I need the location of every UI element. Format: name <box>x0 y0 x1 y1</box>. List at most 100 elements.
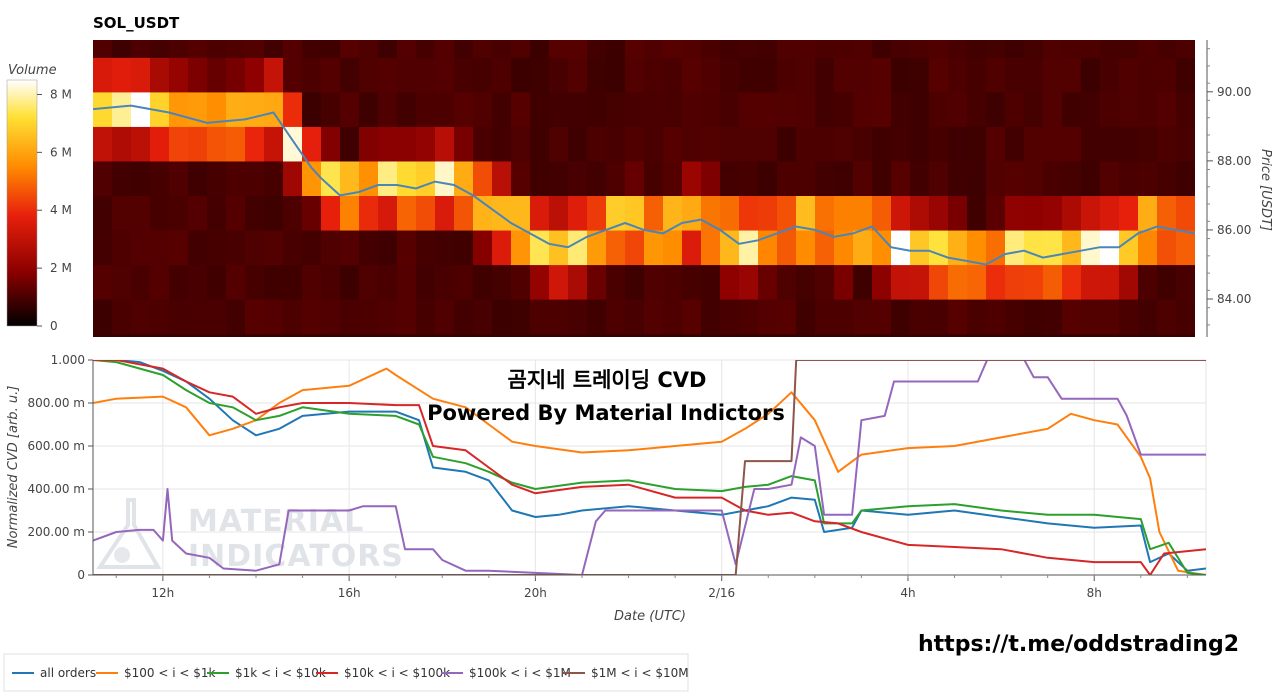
heatmap-cell <box>283 299 303 335</box>
heatmap-cell <box>815 264 835 300</box>
heatmap-cell <box>644 264 664 300</box>
heatmap-cell <box>986 91 1006 127</box>
heatmap-cell <box>967 40 987 58</box>
heatmap-cell <box>283 57 303 93</box>
heatmap-cell <box>93 229 113 266</box>
heatmap-cell <box>435 40 455 58</box>
heatmap-cell <box>948 126 968 162</box>
heatmap-cell <box>1138 160 1158 197</box>
heatmap-cell <box>568 195 588 231</box>
heatmap-cell <box>815 160 835 197</box>
heatmap-cell <box>150 195 170 231</box>
heatmap-cell <box>1024 126 1044 162</box>
heatmap-cell <box>473 299 493 335</box>
heatmap-cell <box>682 126 702 162</box>
heatmap-cell <box>1043 299 1063 335</box>
watermark-line-2: INDICATORS <box>188 539 404 574</box>
heatmap-cell <box>834 160 854 197</box>
heatmap-cell <box>1100 195 1120 231</box>
heatmap-cell <box>929 299 949 335</box>
heatmap-cell <box>340 195 360 231</box>
heatmap-cell <box>416 299 436 335</box>
heatmap-cell <box>929 40 949 58</box>
heatmap-cell <box>587 91 607 127</box>
heatmap-cell <box>1081 91 1101 127</box>
heatmap-cell <box>188 40 208 58</box>
heatmap-cell <box>948 264 968 300</box>
heatmap-cell <box>112 160 132 197</box>
heatmap-cell <box>321 126 341 162</box>
heatmap-cell <box>739 40 759 58</box>
heatmap-cell <box>796 299 816 335</box>
heatmap-cell <box>378 264 398 300</box>
cvd-series-line <box>93 360 1206 575</box>
heatmap-cell <box>606 126 626 162</box>
heatmap-cell <box>207 299 227 335</box>
heatmap-cell <box>492 229 512 266</box>
footer-url[interactable]: https://t.me/oddstrading2 <box>918 632 1239 657</box>
heatmap-cell <box>549 264 569 300</box>
heatmap-cell <box>910 229 930 266</box>
heatmap-cell <box>872 40 892 58</box>
heatmap-cell <box>473 264 493 300</box>
heatmap-cell <box>473 40 493 58</box>
heatmap-cell <box>929 57 949 93</box>
heatmap-cell <box>435 91 455 127</box>
cvd-x-axis-label: Date (UTC) <box>614 609 686 624</box>
price-tick-label: 90.00 <box>1217 85 1251 99</box>
price-tick-label: 84.00 <box>1217 292 1251 306</box>
heatmap-cell <box>245 91 265 127</box>
heatmap-cell <box>359 57 379 93</box>
colorbar-tick-label: 0 <box>50 319 58 333</box>
heatmap-cell <box>587 126 607 162</box>
heatmap-cell <box>587 57 607 93</box>
heatmap-cell <box>1005 264 1025 300</box>
heatmap-cell <box>530 160 550 197</box>
heatmap-cell <box>321 57 341 93</box>
heatmap-cell <box>834 91 854 127</box>
heatmap-cell <box>739 126 759 162</box>
heatmap-cell <box>625 299 645 335</box>
heatmap-cell <box>188 195 208 231</box>
heatmap-cell <box>321 91 341 127</box>
cvd-series-line <box>93 360 1206 575</box>
heatmap-cell <box>967 195 987 231</box>
heatmap-cell <box>986 264 1006 300</box>
heatmap-cell <box>530 126 550 162</box>
heatmap-cell <box>720 40 740 58</box>
cvd-y-axis-label: Normalized CVD [arb. u.] <box>6 386 21 549</box>
heatmap-cell <box>986 160 1006 197</box>
heatmap-cell <box>720 160 740 197</box>
cvd-x-tick-label: 4h <box>900 586 915 600</box>
heatmap-cell <box>758 299 778 335</box>
heatmap-cell <box>397 195 417 231</box>
heatmap-cell <box>891 195 911 231</box>
heatmap-cell <box>682 160 702 197</box>
heatmap-cell <box>283 91 303 127</box>
heatmap-cell <box>758 40 778 58</box>
heatmap-cell <box>150 57 170 93</box>
heatmap-cell <box>226 264 246 300</box>
heatmap-cell <box>777 91 797 127</box>
heatmap-cell <box>1081 126 1101 162</box>
heatmap-cell <box>1024 57 1044 93</box>
heatmap-cell <box>587 195 607 231</box>
heatmap-cell <box>340 57 360 93</box>
heatmap-cell <box>1157 57 1177 93</box>
heatmap-cell <box>986 299 1006 335</box>
heatmap-cell <box>986 40 1006 58</box>
heatmap-cell <box>1024 195 1044 231</box>
heatmap-cell <box>720 126 740 162</box>
legend-label: $100 < i < $1k <box>124 666 216 680</box>
heatmap-cell <box>435 299 455 335</box>
heatmap-cell <box>910 299 930 335</box>
heatmap-cell <box>302 126 322 162</box>
heatmap-cell <box>245 195 265 231</box>
heatmap-cell <box>625 195 645 231</box>
heatmap-cell <box>1119 195 1139 231</box>
heatmap-cells <box>93 40 1195 335</box>
heatmap-cell <box>226 299 246 335</box>
heatmap-cell <box>663 299 683 335</box>
heatmap-cell <box>169 195 189 231</box>
heatmap-cell <box>891 40 911 58</box>
